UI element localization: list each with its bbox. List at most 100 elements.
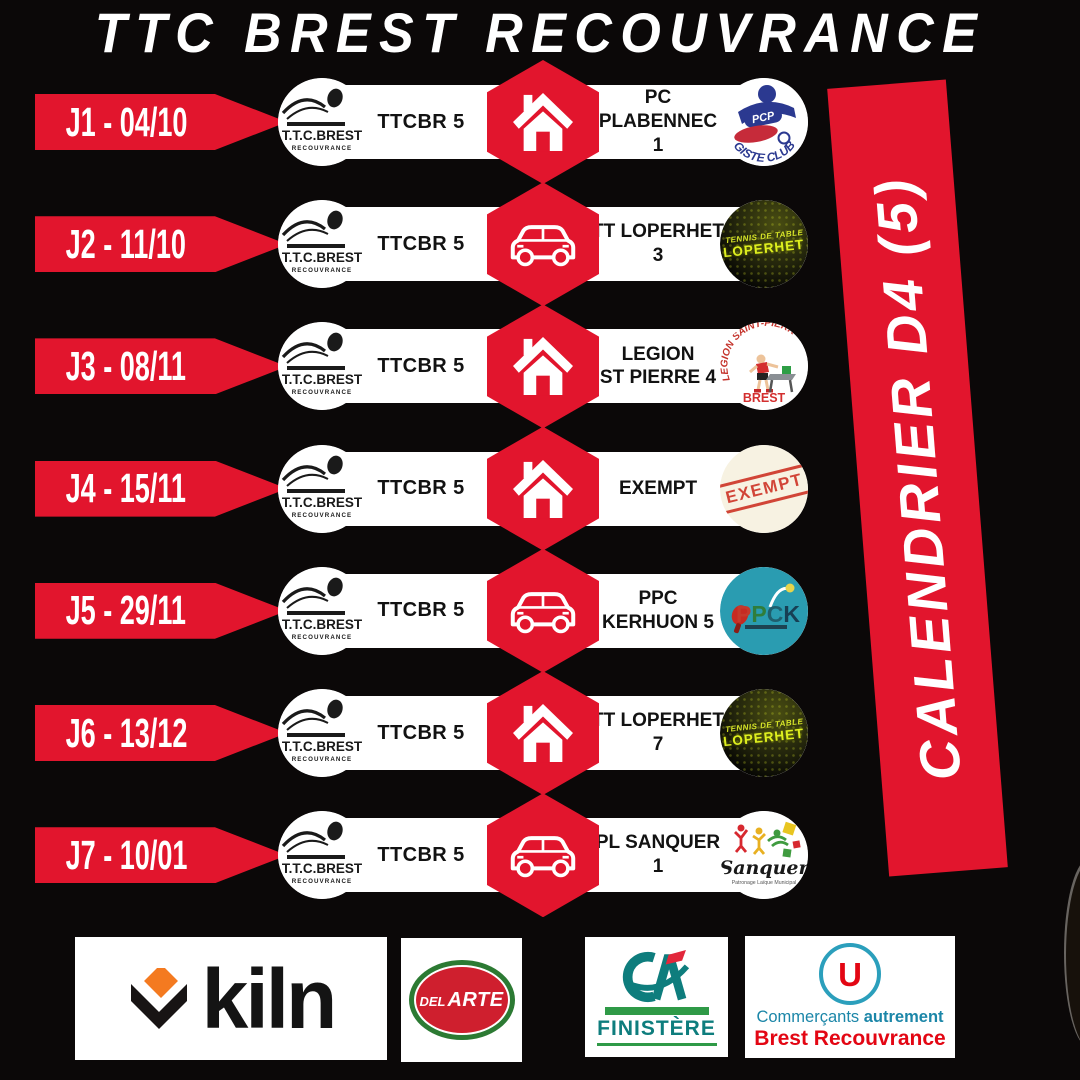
pcp-plabennec-logo: PCP GISTE CLUB bbox=[720, 78, 808, 166]
legion-saint-pierre-logo: LEGION SAINT-PIERRE BREST bbox=[720, 322, 808, 411]
svg-text:Sanquer: Sanquer bbox=[720, 857, 808, 879]
sponsor-delarte: DEL ARTE bbox=[401, 938, 522, 1062]
matchday-date-banner: J2 - 11/10 bbox=[35, 216, 287, 273]
matchday-date: J2 - 11/10 bbox=[65, 220, 186, 267]
opponent-name: PL SANQUER 1 bbox=[591, 818, 725, 892]
venue-hexagon bbox=[487, 426, 599, 551]
home-team-name: TTCBR 5 bbox=[377, 721, 465, 744]
matchday-date: J5 - 29/11 bbox=[65, 587, 186, 634]
ttcbr-club-logo: T.T.C.BREST RECOUVRANCE bbox=[278, 811, 366, 900]
opponent-club-logo: PCP GISTE CLUB bbox=[720, 78, 808, 166]
cropped-edge-artifact bbox=[1064, 858, 1080, 1048]
venue-hexagon bbox=[487, 304, 599, 429]
venue-hexagon bbox=[487, 182, 599, 307]
home-team-name: TTCBR 5 bbox=[377, 843, 465, 866]
svg-text:RECOUVRANCE: RECOUVRANCE bbox=[292, 878, 353, 885]
ppc-kerhuon-logo: PPCK bbox=[720, 566, 808, 655]
ttcbr-club-logo: T.T.C.BREST RECOUVRANCE bbox=[278, 566, 366, 655]
kiln-logo-icon bbox=[130, 967, 187, 1029]
svg-text:RECOUVRANCE: RECOUVRANCE bbox=[292, 512, 353, 519]
matchday-date: J1 - 04/10 bbox=[65, 98, 188, 145]
ttcbr-logo-graphic: T.T.C.BREST RECOUVRANCE bbox=[278, 811, 366, 900]
matchday-date-banner: J6 - 13/12 bbox=[35, 705, 287, 761]
match-row: J6 - 13/12 T.T.C.BREST RECOUVRANCE TTCBR… bbox=[0, 671, 1080, 795]
ttcbr-logo-graphic: T.T.C.BREST RECOUVRANCE bbox=[278, 322, 366, 411]
svg-text:T.T.C.BREST: T.T.C.BREST bbox=[282, 495, 363, 510]
home-team-name: TTCBR 5 bbox=[377, 477, 465, 500]
home-team-name: TTCBR 5 bbox=[377, 354, 465, 377]
matchday-date: J3 - 08/11 bbox=[65, 342, 186, 389]
opponent-name-line: EXEMPT bbox=[618, 477, 698, 499]
ttcbr-logo-graphic: T.T.C.BREST RECOUVRANCE bbox=[278, 200, 366, 289]
match-row: J3 - 08/11 T.T.C.BREST RECOUVRANCE TTCBR… bbox=[0, 304, 1080, 429]
svg-text:T.T.C.BREST: T.T.C.BREST bbox=[282, 617, 363, 632]
opponent-name-line: TT LOPERHET 7 bbox=[592, 710, 724, 755]
calendar-banner-label: CALENDRIER D4 (5) bbox=[862, 173, 973, 783]
opponent-club-logo: PPCK bbox=[720, 566, 808, 655]
ttcbr-club-logo: T.T.C.BREST RECOUVRANCE bbox=[278, 322, 366, 411]
matchday-date-banner: J7 - 10/01 bbox=[35, 827, 287, 884]
svg-text:RECOUVRANCE: RECOUVRANCE bbox=[292, 756, 353, 763]
matchday-date-banner: J4 - 15/11 bbox=[35, 460, 287, 517]
matchday-date-banner: J5 - 29/11 bbox=[35, 582, 287, 639]
super-u-logo-icon: U bbox=[819, 943, 881, 1005]
sponsor-credit-agricole: FINISTÈRE bbox=[585, 937, 728, 1057]
match-pill: T.T.C.BREST RECOUVRANCE TTCBR 5 LEGION ST… bbox=[278, 322, 808, 411]
ttcbr-club-logo: T.T.C.BREST RECOUVRANCE bbox=[278, 78, 366, 166]
opponent-name: TT LOPERHET 7 bbox=[591, 696, 725, 770]
svg-text:RECOUVRANCE: RECOUVRANCE bbox=[292, 145, 353, 152]
house-icon bbox=[513, 337, 573, 396]
opponent-club-logo: TENNIS DE TABLE LOPERHET bbox=[720, 689, 808, 777]
ttcbr-logo-graphic: T.T.C.BREST RECOUVRANCE bbox=[278, 566, 366, 655]
home-team-name: TTCBR 5 bbox=[377, 232, 465, 255]
kiln-wordmark: kiln bbox=[201, 951, 338, 1046]
home-team-name: TTCBR 5 bbox=[377, 599, 465, 622]
svg-text:T.T.C.BREST: T.T.C.BREST bbox=[282, 250, 363, 265]
svg-text:RECOUVRANCE: RECOUVRANCE bbox=[292, 634, 353, 641]
svg-text:BREST: BREST bbox=[743, 391, 786, 405]
matchday-date-banner: J1 - 04/10 bbox=[35, 94, 287, 150]
opponent-name: LEGION ST PIERRE 4 bbox=[591, 329, 725, 403]
super-u-tagline: Commerçants autrement bbox=[756, 1008, 944, 1026]
house-icon bbox=[513, 459, 573, 518]
opponent-name-line: ST PIERRE 4 bbox=[599, 367, 717, 389]
pl-sanquer-logo: Sanquer Patronage Laïque Municipal bbox=[720, 811, 808, 900]
opponent-name-line: TT LOPERHET 3 bbox=[592, 221, 724, 267]
matchday-date-banner: J3 - 08/11 bbox=[35, 338, 287, 395]
venue-hexagon bbox=[487, 548, 599, 673]
svg-text:RECOUVRANCE: RECOUVRANCE bbox=[292, 267, 353, 274]
svg-text:RECOUVRANCE: RECOUVRANCE bbox=[292, 389, 353, 396]
match-row: J1 - 04/10 T.T.C.BREST RECOUVRANCE TTCBR… bbox=[0, 60, 1080, 184]
tt-loperhet-logo: TENNIS DE TABLE LOPERHET bbox=[720, 200, 808, 289]
match-row: J4 - 15/11 T.T.C.BREST RECOUVRANCE TTCBR… bbox=[0, 426, 1080, 551]
venue-hexagon bbox=[487, 60, 599, 184]
house-icon bbox=[513, 703, 573, 763]
svg-text:PCP: PCP bbox=[751, 110, 776, 127]
ttcbr-logo-graphic: T.T.C.BREST RECOUVRANCE bbox=[278, 78, 366, 166]
ttcbr-logo-graphic: T.T.C.BREST RECOUVRANCE bbox=[278, 689, 366, 777]
matchday-date: J7 - 10/01 bbox=[65, 831, 188, 878]
match-pill: T.T.C.BREST RECOUVRANCE TTCBR 5 EXEMPT E… bbox=[278, 444, 808, 533]
match-row: J5 - 29/11 T.T.C.BREST RECOUVRANCE TTCBR… bbox=[0, 548, 1080, 673]
opponent-club-logo: Sanquer Patronage Laïque Municipal bbox=[720, 811, 808, 900]
ca-region-label: FINISTÈRE bbox=[597, 1016, 716, 1040]
opponent-name: EXEMPT bbox=[591, 452, 725, 526]
ttcbr-logo-graphic: T.T.C.BREST RECOUVRANCE bbox=[278, 444, 366, 533]
venue-hexagon bbox=[487, 793, 599, 918]
matchday-date: J6 - 13/12 bbox=[65, 709, 188, 756]
ttcbr-club-logo: T.T.C.BREST RECOUVRANCE bbox=[278, 200, 366, 289]
page-title: TTC BREST RECOUVRANCE bbox=[94, 0, 986, 64]
opponent-club-logo: LEGION SAINT-PIERRE BREST bbox=[720, 322, 808, 411]
opponent-name-line: PL SANQUER 1 bbox=[595, 832, 721, 878]
opponent-name-line: PC PLABENNEC 1 bbox=[598, 87, 718, 156]
ca-green-underline bbox=[596, 1042, 717, 1046]
svg-text:T.T.C.BREST: T.T.C.BREST bbox=[282, 861, 363, 876]
match-row: J7 - 10/01 T.T.C.BREST RECOUVRANCE TTCBR… bbox=[0, 793, 1080, 918]
credit-agricole-logo-icon bbox=[622, 949, 689, 1002]
ttcbr-club-logo: T.T.C.BREST RECOUVRANCE bbox=[278, 689, 366, 777]
car-icon bbox=[510, 836, 576, 878]
super-u-store-label: Brest Recouvrance bbox=[754, 1027, 946, 1050]
opponent-name: PPC KERHUON 5 bbox=[591, 574, 725, 648]
car-icon bbox=[510, 225, 576, 267]
home-team-name: TTCBR 5 bbox=[377, 110, 465, 133]
